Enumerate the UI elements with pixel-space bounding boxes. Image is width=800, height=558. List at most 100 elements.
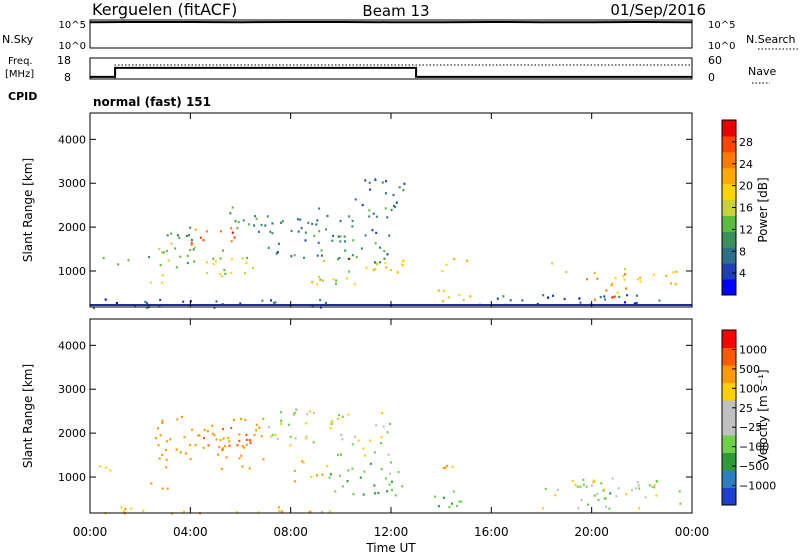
data-cell <box>331 423 333 425</box>
data-cell <box>238 440 240 442</box>
data-cell <box>264 224 266 226</box>
data-cell <box>396 202 398 204</box>
data-cell <box>366 267 368 269</box>
data-cell <box>234 237 236 239</box>
data-cell <box>605 289 607 291</box>
data-cell <box>161 422 163 424</box>
data-cell <box>116 302 118 304</box>
nsky-frame <box>90 20 692 48</box>
data-cell <box>274 434 276 436</box>
data-cell <box>466 260 468 262</box>
data-cell <box>295 409 297 411</box>
data-cell <box>165 466 167 468</box>
data-cell <box>344 236 346 238</box>
data-cell <box>169 438 171 440</box>
data-cell <box>160 264 162 266</box>
data-cell <box>236 227 238 229</box>
colorbar-swatch <box>722 348 736 366</box>
data-cell <box>393 194 395 196</box>
data-cell <box>195 229 197 231</box>
data-cell <box>224 273 226 275</box>
data-cell <box>637 481 639 483</box>
data-cell <box>438 505 440 507</box>
colorbar-swatch <box>722 168 736 184</box>
data-cell <box>434 496 436 498</box>
data-cell <box>182 301 184 303</box>
data-cell <box>383 250 385 252</box>
data-cell <box>193 248 195 250</box>
data-cell <box>502 295 504 297</box>
data-cell <box>185 452 187 454</box>
data-cell <box>456 505 458 507</box>
data-cell <box>301 227 303 229</box>
data-cell <box>148 256 150 258</box>
data-cell <box>190 458 192 460</box>
nsky-panel: N.Sky 10^5 10^0 10^5 10^0 N.Search <box>2 20 800 52</box>
data-cell <box>375 232 377 234</box>
data-cell <box>374 492 376 494</box>
data-cell <box>363 493 365 495</box>
data-cell <box>278 510 280 512</box>
data-cell <box>332 235 334 237</box>
data-cell <box>166 250 168 252</box>
data-cell <box>272 232 274 234</box>
data-cell <box>554 494 556 496</box>
y-tick-label: 3000 <box>58 383 86 396</box>
data-cell <box>233 419 235 421</box>
y-tick-label: 2000 <box>58 221 86 234</box>
data-cell <box>158 444 160 446</box>
data-cell <box>215 260 217 262</box>
data-cell <box>313 441 315 443</box>
data-cell <box>226 456 228 458</box>
data-cell <box>245 262 247 264</box>
data-cell <box>618 487 620 489</box>
data-cell <box>191 239 193 241</box>
data-cell <box>223 438 225 440</box>
data-cell <box>363 447 365 449</box>
data-cell <box>385 266 387 268</box>
data-cell <box>679 503 681 505</box>
data-cell <box>256 218 258 220</box>
data-cell <box>609 492 611 494</box>
cpid-text: normal (fast) 151 <box>93 95 211 109</box>
data-cell <box>594 494 596 496</box>
data-cell <box>277 438 279 440</box>
data-cell <box>638 507 640 509</box>
colorbar-tick-label: 1000 <box>739 343 767 356</box>
data-cell <box>250 442 252 444</box>
data-cell <box>389 484 391 486</box>
data-cell <box>203 239 205 241</box>
data-cell <box>361 247 363 249</box>
data-cell <box>552 295 554 297</box>
data-cell <box>206 272 208 274</box>
data-cell <box>213 263 215 265</box>
data-cell <box>166 440 168 442</box>
data-cell <box>443 497 445 499</box>
data-cell <box>124 508 126 510</box>
data-cell <box>222 428 224 430</box>
data-cell <box>309 410 311 412</box>
data-cell <box>329 427 331 429</box>
data-cell <box>180 451 182 453</box>
data-cell <box>441 270 443 272</box>
data-cell <box>228 445 230 447</box>
data-cell <box>231 240 233 242</box>
data-cell <box>373 213 375 215</box>
data-cell <box>335 280 337 282</box>
nsky-tick-bottom: 10^0 <box>59 41 86 52</box>
data-cell <box>254 215 256 217</box>
data-cell <box>624 268 626 270</box>
data-cell <box>626 294 628 296</box>
freq-tick-bottom: 8 <box>64 71 71 84</box>
data-cell <box>594 299 596 301</box>
data-cell <box>611 283 613 285</box>
data-cell <box>163 251 165 253</box>
data-cell <box>636 295 638 297</box>
data-cell <box>591 484 593 486</box>
data-cell <box>240 455 242 457</box>
data-cell <box>220 439 222 441</box>
data-cell <box>638 484 640 486</box>
data-cell <box>294 470 296 472</box>
